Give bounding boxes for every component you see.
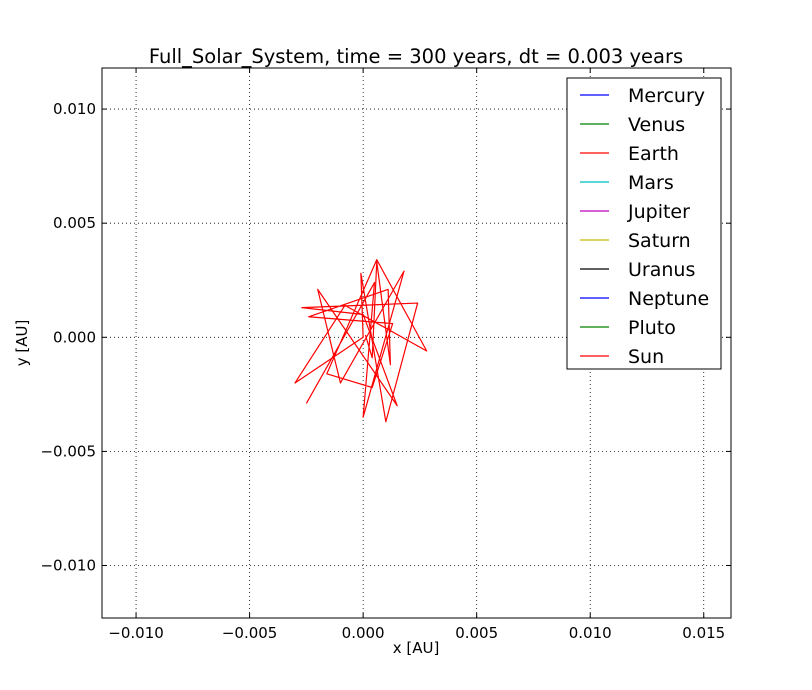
y-axis-label: y [AU]: [13, 320, 31, 367]
x-axis-ticks: −0.010 −0.005 0.000 0.005 0.010 0.015: [108, 68, 725, 642]
y-tick-label: 0.005: [53, 214, 96, 232]
x-tick-label: 0.015: [682, 624, 725, 642]
x-axis-label: x [AU]: [393, 639, 440, 657]
x-tick-label: 0.005: [455, 624, 498, 642]
series-layer: [294, 259, 428, 423]
legend-label-mars: Mars: [628, 172, 674, 194]
series-line-sun: [294, 259, 428, 423]
legend-label-mercury: Mercury: [628, 85, 705, 107]
legend-box: [566, 77, 722, 370]
x-tick-label: −0.010: [108, 624, 164, 642]
legend-label-earth: Earth: [628, 143, 679, 165]
y-axis-ticks: −0.010 −0.005 0.000 0.005 0.010: [40, 100, 731, 575]
legend-label-jupiter: Jupiter: [627, 201, 690, 223]
plot-frame: [101, 67, 732, 619]
legend-label-venus: Venus: [628, 114, 685, 136]
legend-label-saturn: Saturn: [628, 230, 691, 252]
legend-label-sun: Sun: [628, 346, 664, 368]
y-tick-label: −0.005: [40, 442, 96, 460]
y-tick-label: 0.000: [53, 328, 96, 346]
legend-label-pluto: Pluto: [628, 317, 676, 339]
chart-title: Full_Solar_System, time = 300 years, dt …: [149, 45, 683, 68]
legend-label-neptune: Neptune: [628, 288, 709, 310]
legend-label-uranus: Uranus: [628, 259, 695, 281]
legend: Mercury Venus Earth Mars Jupiter Saturn Uranus…: [566, 77, 722, 370]
x-tick-label: 0.000: [342, 624, 385, 642]
y-tick-label: 0.010: [53, 100, 96, 118]
x-tick-label: −0.005: [222, 624, 278, 642]
x-tick-label: 0.010: [569, 624, 612, 642]
y-tick-label: −0.010: [40, 557, 96, 575]
